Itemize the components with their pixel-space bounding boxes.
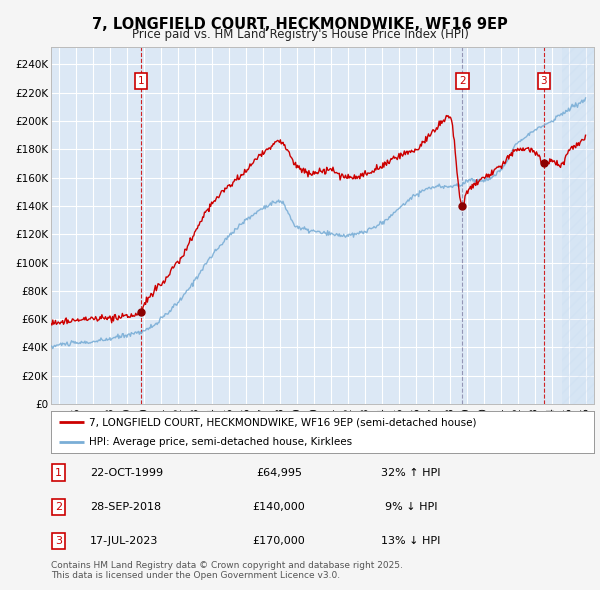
Text: Price paid vs. HM Land Registry's House Price Index (HPI): Price paid vs. HM Land Registry's House … <box>131 28 469 41</box>
Text: 28-SEP-2018: 28-SEP-2018 <box>90 502 161 512</box>
Text: 2: 2 <box>459 76 466 86</box>
Text: £64,995: £64,995 <box>256 468 302 477</box>
Text: Contains HM Land Registry data © Crown copyright and database right 2025.
This d: Contains HM Land Registry data © Crown c… <box>51 561 403 581</box>
Bar <box>562 47 594 404</box>
Text: 13% ↓ HPI: 13% ↓ HPI <box>382 536 440 546</box>
Text: 7, LONGFIELD COURT, HECKMONDWIKE, WF16 9EP (semi-detached house): 7, LONGFIELD COURT, HECKMONDWIKE, WF16 9… <box>89 417 476 427</box>
Text: 1: 1 <box>138 76 145 86</box>
Text: 22-OCT-1999: 22-OCT-1999 <box>90 468 163 477</box>
Text: 32% ↑ HPI: 32% ↑ HPI <box>381 468 441 477</box>
Text: £140,000: £140,000 <box>253 502 305 512</box>
Text: 1: 1 <box>55 468 62 477</box>
Text: HPI: Average price, semi-detached house, Kirklees: HPI: Average price, semi-detached house,… <box>89 437 352 447</box>
Text: 17-JUL-2023: 17-JUL-2023 <box>90 536 158 546</box>
Text: 2: 2 <box>55 502 62 512</box>
Text: £170,000: £170,000 <box>253 536 305 546</box>
Text: 9% ↓ HPI: 9% ↓ HPI <box>385 502 437 512</box>
Text: 7, LONGFIELD COURT, HECKMONDWIKE, WF16 9EP: 7, LONGFIELD COURT, HECKMONDWIKE, WF16 9… <box>92 17 508 31</box>
Text: 3: 3 <box>55 536 62 546</box>
Text: 3: 3 <box>541 76 547 86</box>
